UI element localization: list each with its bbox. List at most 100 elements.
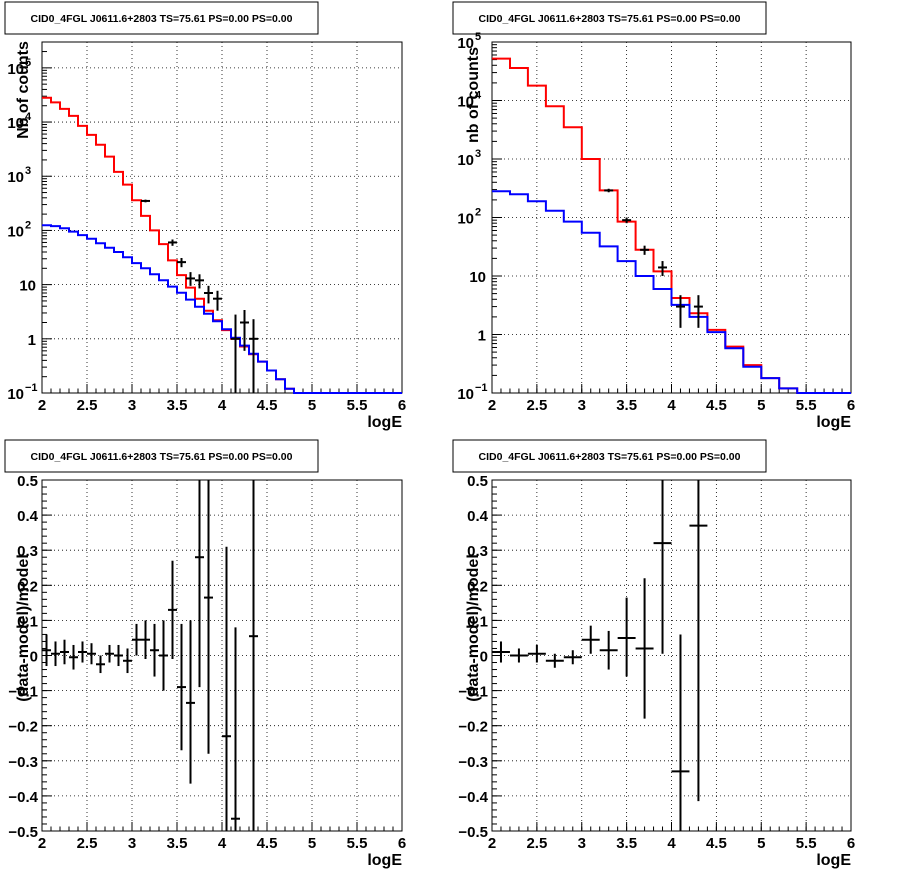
chart-title: CID0_4FGL J0611.6+2803 TS=75.61 PS=0.00 … xyxy=(31,451,293,463)
x-tick-label: 6 xyxy=(847,397,855,414)
x-tick-label: 2.5 xyxy=(77,835,98,852)
title-box xyxy=(452,439,767,473)
data-point xyxy=(222,546,231,831)
y-tick-label: 10 xyxy=(7,169,24,186)
x-tick-label: 5 xyxy=(308,397,316,414)
y-tick-label: 10 xyxy=(457,211,474,228)
y-tick-label: 0.5 xyxy=(467,473,488,490)
x-tick-label: 2 xyxy=(38,835,46,852)
data-point xyxy=(105,644,114,663)
y-tick-label: 0.3 xyxy=(17,543,38,560)
data-point xyxy=(231,627,240,831)
data-point xyxy=(563,650,582,665)
y-tick-label: 0.4 xyxy=(17,508,39,525)
x-tick-label: 5 xyxy=(308,835,316,852)
data-point xyxy=(114,644,123,667)
y-axis-label: (data-model)/model xyxy=(15,554,32,702)
x-tick-label: 4 xyxy=(218,835,227,852)
y-tick-label: 0.4 xyxy=(467,508,489,525)
chart-title: CID0_4FGL J0611.6+2803 TS=75.61 PS=0.00 … xyxy=(479,13,741,25)
data-point xyxy=(581,625,600,654)
x-tick-label: 3 xyxy=(128,835,136,852)
x-axis-label: logE xyxy=(816,414,851,431)
y-tick-label: 1 xyxy=(478,328,486,345)
data-point xyxy=(693,295,703,328)
y-tick-label: −0.4 xyxy=(8,789,38,806)
data-point xyxy=(249,319,258,393)
data-point xyxy=(671,634,690,831)
y-tick-exponent: 4 xyxy=(475,90,482,102)
x-tick-label: 4.5 xyxy=(257,835,278,852)
x-tick-label: 3 xyxy=(578,397,586,414)
data-point xyxy=(141,620,150,660)
x-tick-label: 2.5 xyxy=(77,397,98,414)
x-tick-label: 2.5 xyxy=(526,835,547,852)
x-tick-label: 2.5 xyxy=(526,397,547,414)
data-point xyxy=(60,639,69,665)
data-point xyxy=(177,623,186,751)
y-tick-label: 1 xyxy=(28,332,36,349)
y-tick-label: −0.3 xyxy=(8,754,38,771)
panel-bottom-right: CID0_4FGL J0611.6+2803 TS=75.61 PS=0.00 … xyxy=(452,439,855,869)
series-blue-line xyxy=(42,224,402,394)
y-tick-label: 10 xyxy=(7,115,24,132)
panel-top-left: CID0_4FGL J0611.6+2803 TS=75.61 PS=0.00 … xyxy=(4,1,406,431)
x-tick-label: 3.5 xyxy=(616,835,637,852)
data-point xyxy=(168,560,177,660)
data-point xyxy=(195,480,204,688)
y-tick-label: 10 xyxy=(457,94,474,111)
y-tick-exponent: 5 xyxy=(475,31,481,43)
y-tick-label: 0.3 xyxy=(467,543,488,560)
data-point xyxy=(186,272,195,286)
data-point xyxy=(96,655,105,674)
data-point xyxy=(653,480,672,654)
x-tick-label: 4 xyxy=(667,397,676,414)
y-tick-label: 0.1 xyxy=(17,613,38,630)
y-tick-label: 10 xyxy=(7,61,24,78)
data-point xyxy=(87,643,96,665)
data-point xyxy=(42,634,51,667)
data-point xyxy=(204,480,213,754)
y-tick-label: 0.2 xyxy=(467,578,488,595)
data-point xyxy=(177,257,186,268)
title-box xyxy=(4,1,319,35)
x-tick-label: 6 xyxy=(398,397,406,414)
x-tick-label: 4.5 xyxy=(706,835,727,852)
y-tick-exponent: 4 xyxy=(25,111,32,123)
data-point xyxy=(599,630,618,670)
x-tick-label: 2 xyxy=(488,397,496,414)
y-tick-exponent: 2 xyxy=(25,219,31,231)
data-point xyxy=(527,644,546,663)
y-tick-label: 0.1 xyxy=(467,613,488,630)
x-tick-label: 4 xyxy=(667,835,676,852)
y-tick-label: 10 xyxy=(457,35,474,52)
y-tick-exponent: −1 xyxy=(475,382,488,394)
data-point xyxy=(658,261,668,276)
y-tick-label: 10 xyxy=(7,223,24,240)
data-point xyxy=(492,641,510,663)
y-tick-label: −0.2 xyxy=(8,719,38,736)
x-tick-label: 3.5 xyxy=(167,835,188,852)
data-point xyxy=(689,480,708,802)
x-axis-label: logE xyxy=(367,852,402,869)
x-tick-label: 3 xyxy=(578,835,586,852)
y-axis-label: Nb of counts xyxy=(15,41,32,139)
y-tick-label: 0 xyxy=(480,649,488,666)
x-axis-label: logE xyxy=(816,852,851,869)
panel-top-right: CID0_4FGL J0611.6+2803 TS=75.61 PS=0.00 … xyxy=(452,1,855,431)
chart-title: CID0_4FGL J0611.6+2803 TS=75.61 PS=0.00 … xyxy=(31,13,293,25)
data-point xyxy=(617,597,636,677)
data-point xyxy=(604,188,614,193)
data-point xyxy=(231,314,240,393)
x-tick-label: 5.5 xyxy=(796,397,817,414)
series-blue-line xyxy=(492,190,851,394)
x-tick-label: 6 xyxy=(398,835,406,852)
x-tick-label: 3 xyxy=(128,397,136,414)
data-point xyxy=(159,620,168,691)
x-tick-label: 4.5 xyxy=(706,397,727,414)
y-tick-exponent: 5 xyxy=(25,57,31,69)
data-point xyxy=(622,217,632,224)
x-tick-label: 5 xyxy=(757,835,765,852)
y-tick-exponent: −1 xyxy=(25,382,38,394)
data-point xyxy=(213,290,222,311)
